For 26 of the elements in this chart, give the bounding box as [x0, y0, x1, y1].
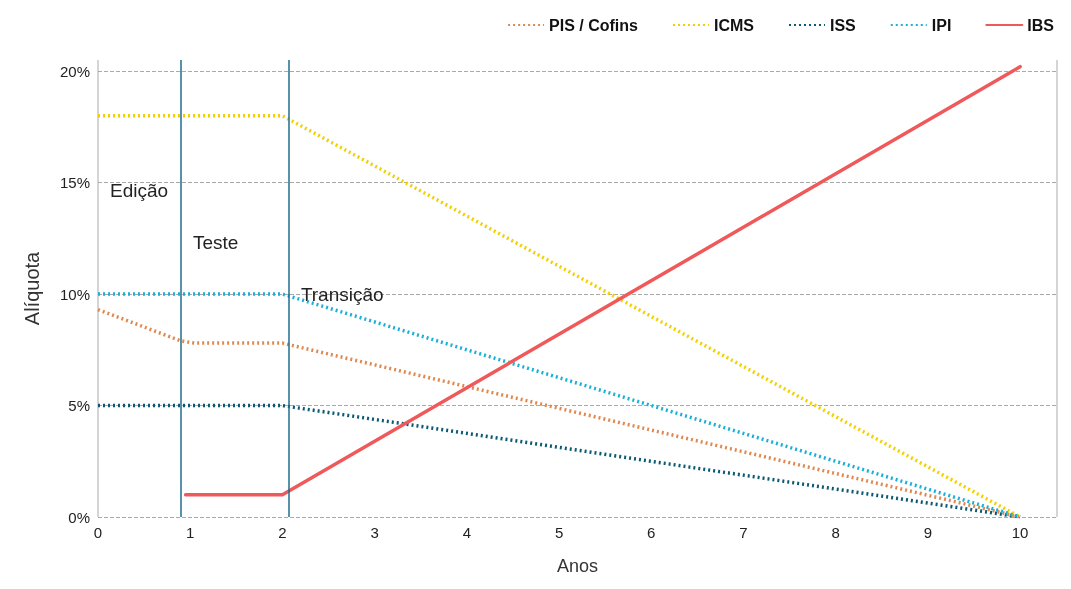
x-tick-label: 9 [923, 524, 933, 541]
legend-label: ISS [829, 16, 857, 34]
legend-label: ICMS [713, 16, 755, 34]
legend-label: IPI [931, 16, 952, 34]
x-axis-title: Anos [556, 556, 599, 576]
x-tick-label: 0 [93, 524, 103, 541]
x-tick-label: 8 [831, 524, 840, 541]
x-tick-label: 6 [647, 524, 656, 541]
x-tick-label: 3 [370, 524, 379, 541]
y-tick-label: 20% [59, 62, 90, 80]
y-tick-label: 0% [68, 508, 90, 526]
x-tick-label: 5 [554, 524, 564, 541]
x-tick-label: 1 [186, 524, 195, 541]
x-tick-label: 4 [462, 524, 472, 541]
y-tick-label: 10% [59, 285, 90, 303]
x-tick-label: 7 [739, 524, 748, 541]
legend-label: PIS / Cofins [549, 16, 639, 34]
annotation: Teste [192, 231, 239, 253]
annotation: Transição [300, 283, 384, 305]
legend-label: IBS [1027, 16, 1055, 34]
x-tick-label: 10 [1011, 524, 1029, 541]
x-tick-label: 2 [278, 524, 287, 541]
y-tick-label: 15% [59, 174, 90, 192]
y-axis-title: Alíquota [21, 250, 43, 326]
annotation: Edição [110, 179, 169, 201]
y-tick-label: 5% [68, 397, 90, 415]
